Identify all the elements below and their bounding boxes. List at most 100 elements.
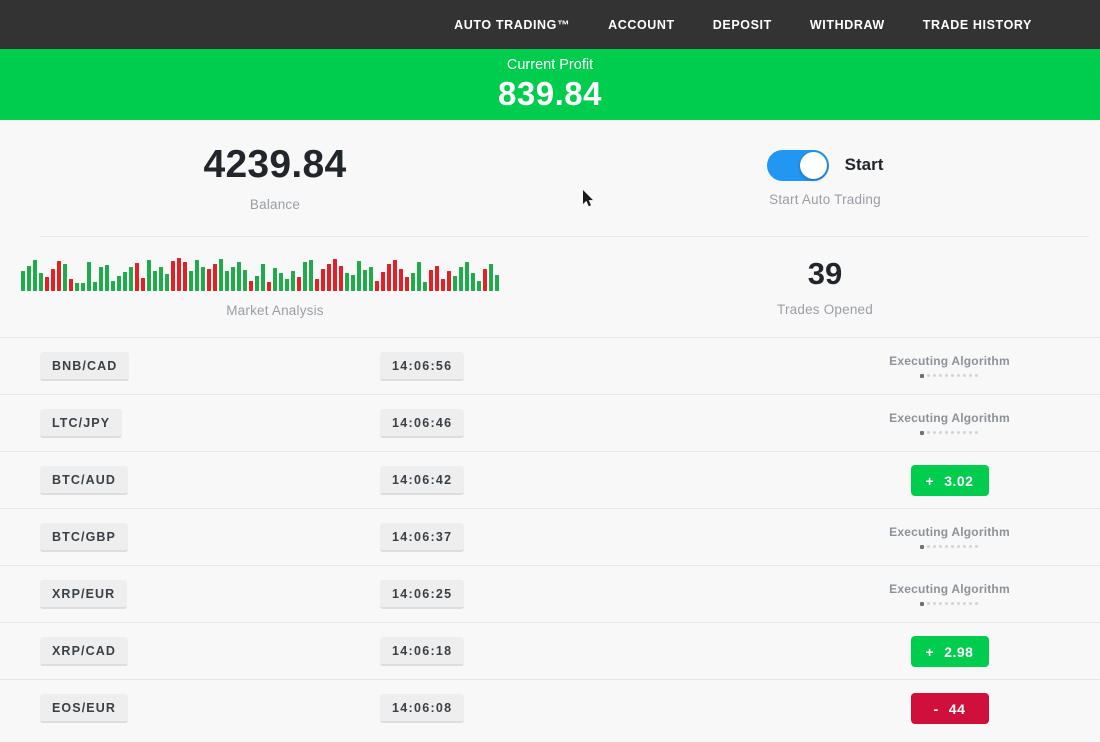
trade-pair-cell: BTC/AUD	[40, 465, 380, 495]
amount-sign: +	[925, 643, 935, 660]
market-bar	[117, 275, 121, 291]
nav-auto-trading[interactable]: AUTO TRADING™	[454, 17, 571, 32]
market-bar	[63, 263, 67, 291]
progress-dot	[975, 431, 979, 434]
progress-dot	[939, 431, 943, 434]
executing-algorithm-label: Executing Algorithm	[889, 354, 1010, 368]
auto-trading-toggle[interactable]	[766, 149, 829, 181]
progress-dot	[945, 545, 949, 548]
trades-opened-value: 39	[807, 255, 843, 291]
market-bar	[453, 275, 457, 291]
market-bar	[129, 266, 133, 291]
trade-time-badge[interactable]: 14:06:37	[380, 522, 465, 552]
market-bar	[177, 257, 181, 291]
progress-dot	[920, 545, 925, 549]
amount-value: 44	[948, 700, 966, 717]
nav-list: AUTO TRADING™ ACCOUNT DEPOSIT WITHDRAW TRADE…	[454, 18, 1032, 32]
executing-algorithm-label: Executing Algorithm	[889, 582, 1010, 596]
trade-status-cell: Executing Algorithm	[810, 354, 1089, 378]
trade-time-badge[interactable]: 14:06:42	[380, 465, 465, 495]
market-bar	[69, 278, 73, 291]
market-bar	[93, 281, 97, 291]
market-bar	[279, 272, 283, 291]
market-bar	[393, 259, 397, 291]
trade-pair-badge[interactable]: BTC/AUD	[40, 465, 128, 495]
trade-row: BNB/CAD 14:06:56 Executing Algorithm	[0, 337, 1100, 394]
trade-pair-badge[interactable]: XRP/EUR	[40, 579, 128, 609]
trade-time-cell: 14:06:25	[380, 579, 810, 609]
trade-pair-badge[interactable]: XRP/CAD	[40, 636, 128, 666]
trade-pair-cell: BNB/CAD	[40, 351, 380, 381]
progress-dot	[963, 545, 967, 548]
market-bar	[345, 272, 349, 291]
trade-pair-badge[interactable]: LTC/JPY	[40, 408, 123, 438]
nav-trade-history[interactable]: TRADE HISTORY	[922, 17, 1032, 32]
market-analysis-cell: Market Analysis	[0, 257, 550, 318]
nav-withdraw[interactable]: WITHDRAW	[809, 17, 885, 32]
market-bar	[171, 260, 175, 291]
market-bar	[165, 273, 169, 291]
trade-row: XRP/CAD 14:06:18 +2.98	[0, 622, 1100, 679]
progress-dot	[945, 431, 949, 434]
trade-time-badge[interactable]: 14:06:46	[380, 408, 465, 438]
progress-dot	[975, 374, 979, 377]
trade-row: EOS/EUR 14:06:08 -44	[0, 679, 1100, 736]
amount-value: 3.02	[944, 472, 974, 489]
market-bar	[285, 278, 289, 291]
loss-badge[interactable]: -44	[910, 692, 989, 724]
market-bar	[27, 265, 31, 291]
market-bar	[273, 267, 277, 291]
trade-row: BTC/GBP 14:06:37 Executing Algorithm	[0, 508, 1100, 565]
market-bar	[489, 263, 493, 291]
trade-pair-cell: BTC/GBP	[40, 522, 380, 552]
trade-pair-badge[interactable]: EOS/EUR	[40, 693, 128, 723]
progress-dot	[957, 374, 961, 377]
trade-status-cell: -44	[810, 692, 1089, 724]
market-bar	[213, 263, 217, 291]
nav-account[interactable]: ACCOUNT	[608, 17, 675, 32]
balance-label: Balance	[249, 197, 301, 213]
market-bar	[45, 276, 49, 291]
market-bar	[465, 261, 469, 291]
market-bar	[141, 277, 145, 291]
market-bar	[471, 272, 475, 291]
market-bar	[255, 275, 259, 291]
market-bar	[243, 269, 247, 291]
trade-pair-cell: XRP/CAD	[40, 636, 380, 666]
market-bar	[423, 281, 427, 291]
market-analysis-chart	[21, 257, 529, 291]
amount-value: 2.98	[944, 643, 974, 660]
trade-time-badge[interactable]: 14:06:08	[380, 693, 465, 723]
market-bar	[219, 258, 223, 291]
executing-algorithm-indicator: Executing Algorithm	[889, 411, 1010, 435]
trade-status-cell: Executing Algorithm	[810, 411, 1089, 435]
executing-algorithm-label: Executing Algorithm	[889, 411, 1010, 425]
auto-trading-toggle-cell: Start Start Auto Trading	[550, 149, 1100, 207]
trade-time-badge[interactable]: 14:06:18	[380, 636, 465, 666]
trade-row: BTC/AUD 14:06:42 +3.02	[0, 451, 1100, 508]
profit-badge[interactable]: +3.02	[910, 464, 989, 496]
progress-dot	[969, 431, 973, 434]
trade-time-badge[interactable]: 14:06:25	[380, 579, 465, 609]
progress-dot	[957, 431, 961, 434]
trade-pair-cell: LTC/JPY	[40, 408, 380, 438]
market-bar	[75, 282, 79, 291]
profit-badge[interactable]: +2.98	[910, 635, 989, 667]
market-bar	[33, 259, 37, 291]
trade-status-cell: +2.98	[810, 635, 1089, 667]
trade-row: XRP/EUR 14:06:25 Executing Algorithm	[0, 565, 1100, 622]
trade-pair-badge[interactable]: BNB/CAD	[40, 351, 130, 381]
progress-dot	[963, 374, 967, 377]
trades-opened-cell: 39 Trades Opened	[550, 255, 1100, 317]
progress-dot	[963, 602, 967, 605]
toggle-wrap: Start	[766, 149, 883, 181]
progress-dot	[951, 602, 955, 605]
market-bar	[411, 272, 415, 291]
trade-pair-badge[interactable]: BTC/GBP	[40, 522, 128, 552]
market-bar	[429, 269, 433, 291]
nav-deposit[interactable]: DEPOSIT	[712, 17, 772, 32]
market-bar	[381, 271, 385, 291]
dashboard-content: 4239.84 Balance Start Start Auto Trading…	[0, 120, 1100, 736]
trade-time-cell: 14:06:08	[380, 693, 810, 723]
trade-time-badge[interactable]: 14:06:56	[380, 351, 465, 381]
